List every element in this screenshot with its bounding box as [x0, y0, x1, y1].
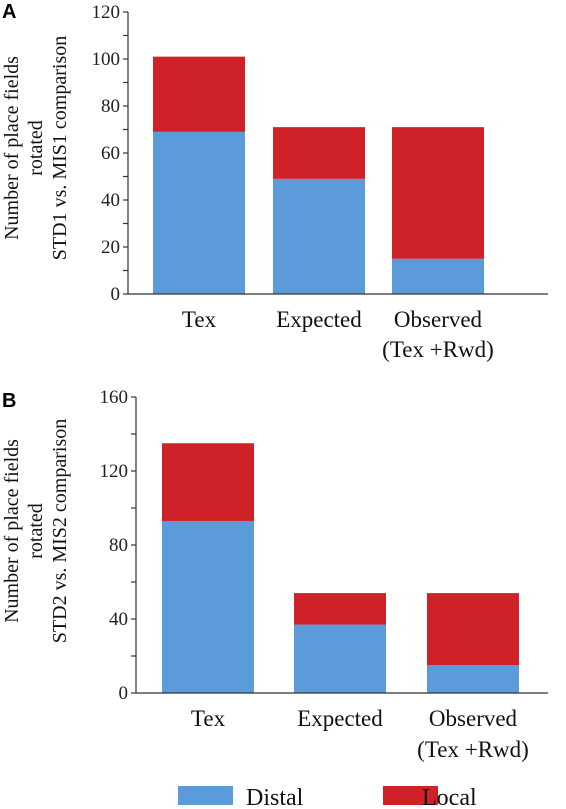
- category-label: (Tex +Rwd): [417, 737, 529, 762]
- y-tick-label: 100: [92, 49, 121, 70]
- y-tick-label: 60: [101, 143, 120, 164]
- bar-local: [294, 593, 386, 625]
- category-label: Expected: [297, 706, 383, 731]
- legend-label-distal: Distal: [246, 785, 304, 809]
- category-label: Tex: [191, 706, 226, 731]
- y-tick-label: 120: [100, 461, 129, 482]
- bar-local: [392, 127, 484, 259]
- category-label: Expected: [276, 307, 362, 332]
- y-tick-label: 0: [119, 683, 129, 704]
- category-label: (Tex +Rwd): [382, 337, 494, 362]
- bar-distal: [427, 665, 519, 693]
- bar-distal: [392, 258, 484, 294]
- y-axis-label: Number of place fields: [1, 439, 23, 623]
- y-axis-label: rotated: [25, 503, 47, 559]
- bar-local: [153, 56, 245, 132]
- category-label: Tex: [182, 307, 217, 332]
- bar-local: [427, 593, 519, 666]
- bar-distal: [153, 131, 245, 294]
- y-tick-label: 80: [109, 535, 128, 556]
- y-tick-label: 20: [101, 237, 120, 258]
- y-tick-label: 80: [101, 96, 120, 117]
- panel-letter: B: [2, 390, 16, 412]
- y-tick-label: 160: [100, 387, 129, 408]
- y-tick-label: 40: [109, 609, 128, 630]
- bar-distal: [273, 178, 365, 294]
- y-axis-label: STD1 vs. MIS1 comparison: [49, 36, 71, 260]
- category-label: Observed: [394, 307, 483, 332]
- category-label: Observed: [429, 706, 518, 731]
- panel-letter: A: [2, 1, 16, 23]
- bar-local: [273, 127, 365, 179]
- bar-distal: [294, 624, 386, 693]
- y-axis-label: Number of place fields: [1, 56, 23, 240]
- legend-label-local: Local: [422, 785, 477, 809]
- bar-distal: [162, 520, 254, 693]
- y-axis-label: STD2 vs. MIS2 comparison: [49, 419, 71, 643]
- y-axis-label: rotated: [25, 120, 47, 176]
- y-tick-label: 40: [101, 190, 120, 211]
- y-tick-label: 120: [92, 2, 121, 23]
- y-tick-label: 0: [111, 284, 121, 305]
- legend-swatch-distal: [178, 786, 233, 805]
- legend-swatch-local: [383, 786, 438, 805]
- bar-local: [162, 443, 254, 521]
